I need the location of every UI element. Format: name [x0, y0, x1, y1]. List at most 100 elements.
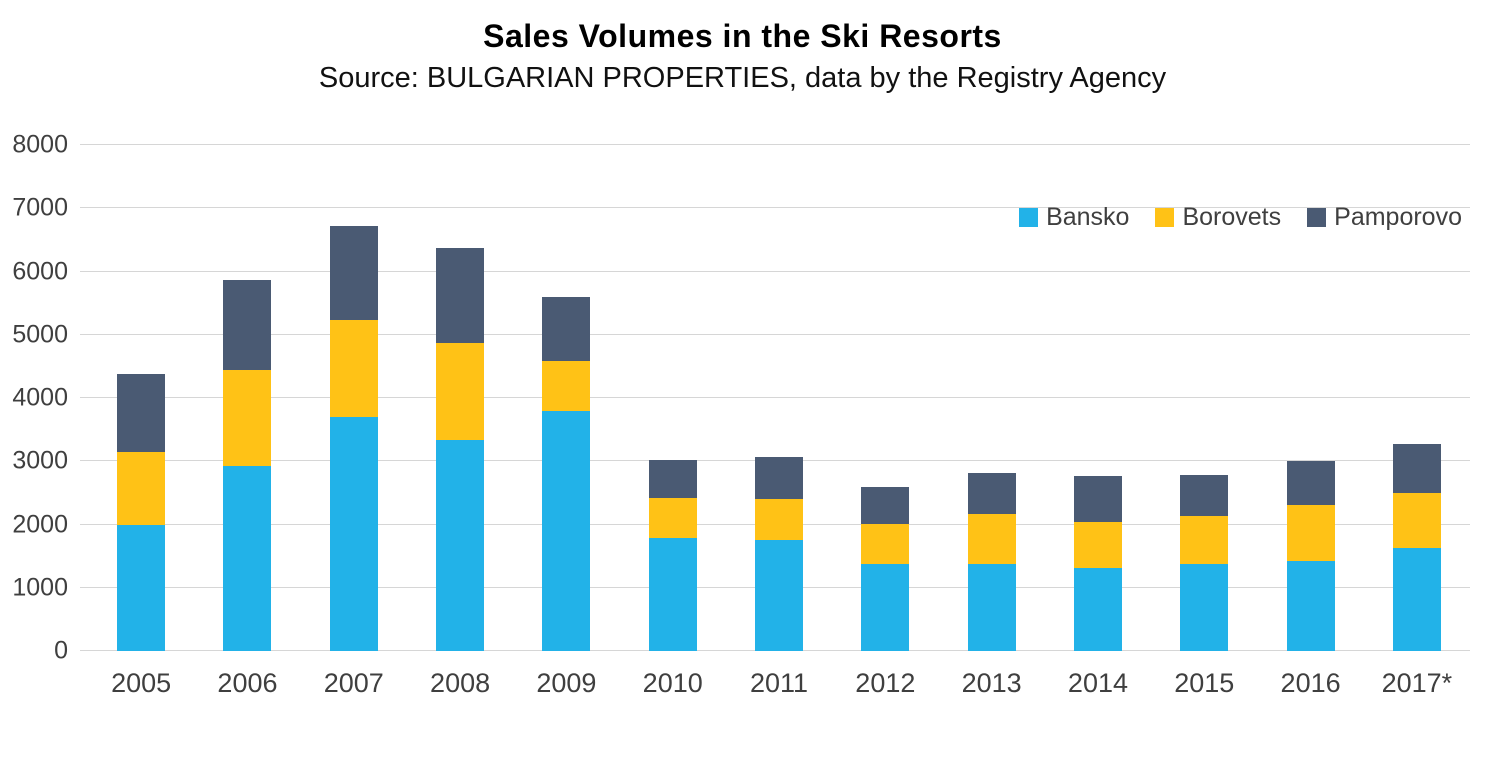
bar-segment-pamporovo [861, 487, 910, 524]
bar-segment-pamporovo [436, 247, 485, 343]
bar-group-2012 [861, 145, 910, 651]
legend-swatch-borovets [1155, 208, 1175, 227]
bar-group-2016 [1286, 145, 1335, 651]
bar-group-2010 [648, 145, 697, 651]
gridline [80, 270, 1470, 272]
gridline [80, 144, 1470, 145]
x-tick-label: 2007 [323, 668, 384, 698]
bar-segment-bansko [436, 440, 485, 651]
bar-segment-bansko [1392, 547, 1441, 651]
bar-group-2008 [436, 145, 485, 651]
bar-segment-borovets [117, 451, 166, 525]
bar-segment-borovets [648, 497, 697, 539]
bar-slot [1045, 145, 1151, 651]
bar-segment-pamporovo [755, 457, 804, 499]
x-tick-label: 2005 [111, 668, 172, 698]
bar-segment-bansko [861, 564, 910, 651]
x-tick-label: 2016 [1280, 668, 1341, 698]
bar-slot [407, 145, 513, 651]
bar-segment-pamporovo [542, 297, 591, 362]
x-tick-label: 2017* [1381, 668, 1453, 698]
y-tick-label: 1000 [12, 573, 68, 602]
y-axis-labels: 0 1000 2000 3000 4000 5000 6000 7000 8000 [0, 131, 78, 665]
bar-segment-pamporovo [1392, 443, 1441, 493]
bar-group-2007 [329, 145, 378, 651]
chart-subtitle: Source: BULGARIAN PROPERTIES, data by th… [318, 62, 1167, 94]
gridline [80, 397, 1470, 398]
bar-segment-pamporovo [967, 473, 1016, 515]
chart-title: Sales Volumes in the Ski Resorts [483, 18, 1002, 54]
y-tick-label: 4000 [12, 383, 68, 412]
bar-segment-borovets [967, 514, 1016, 565]
bar-segment-borovets [755, 498, 804, 540]
bar-group-2013 [967, 145, 1016, 651]
legend-item-bansko: Bansko [1019, 203, 1129, 232]
bar-segment-borovets [1180, 516, 1229, 565]
x-tick-label: 2014 [1067, 668, 1128, 698]
bar-slot [301, 145, 407, 651]
y-tick-label: 2000 [12, 510, 68, 538]
bar-slot [939, 145, 1045, 651]
bar-segment-borovets [329, 320, 378, 417]
legend-swatch-pamporovo [1307, 208, 1327, 227]
bar-slot [832, 145, 938, 651]
legend: Bansko Borovets Pamporovo [1019, 203, 1462, 232]
bar-segment-pamporovo [329, 225, 378, 321]
legend-label: Bansko [1046, 203, 1130, 231]
x-tick-label: 2008 [430, 668, 491, 698]
legend-item-pamporovo: Pamporovo [1307, 203, 1462, 232]
bar-slot [194, 145, 300, 651]
bar-group-2011 [755, 145, 804, 651]
bar-segment-bansko [1286, 561, 1335, 651]
legend-item-borovets: Borovets [1155, 203, 1281, 232]
bar-segment-borovets [1286, 504, 1335, 562]
bar-segment-pamporovo [1286, 461, 1335, 505]
bar-segment-borovets [1392, 492, 1441, 548]
bar-segment-bansko [117, 524, 166, 651]
bar-group-2017 [1392, 145, 1441, 651]
bar-segment-borovets [436, 343, 485, 441]
bar-slot [1364, 145, 1470, 651]
bars-container [88, 145, 1470, 651]
y-tick-label: 8000 [12, 130, 68, 159]
x-tick-label: 2011 [750, 668, 809, 698]
x-tick-label: 2010 [642, 668, 703, 698]
bar-slot [1151, 145, 1257, 651]
bar-group-2015 [1180, 145, 1229, 651]
plot-area: Bansko Borovets Pamporovo [80, 144, 1470, 651]
x-axis-labels: 2005 2006 2007 2008 2009 2010 2011 2012 2013 2014… [88, 668, 1470, 710]
bar-group-2009 [542, 145, 591, 651]
bar-segment-bansko [755, 539, 804, 651]
legend-label: Pamporovo [1334, 203, 1462, 231]
bar-segment-bansko [223, 466, 272, 651]
bar-segment-pamporovo [117, 373, 166, 452]
bar-slot [726, 145, 832, 651]
bar-group-2005 [117, 145, 166, 651]
bar-segment-pamporovo [648, 460, 697, 498]
x-tick-label: 2012 [855, 668, 916, 698]
bar-group-2014 [1073, 145, 1122, 651]
y-tick-label: 7000 [12, 193, 68, 222]
bar-group-2006 [223, 145, 272, 651]
bar-segment-pamporovo [1180, 474, 1229, 517]
y-tick-label: 6000 [12, 257, 68, 285]
bar-segment-borovets [223, 370, 272, 467]
legend-swatch-bansko [1019, 208, 1039, 227]
bar-segment-borovets [861, 523, 910, 565]
bar-slot [513, 145, 619, 651]
x-tick-label: 2013 [961, 668, 1022, 698]
bar-segment-pamporovo [223, 279, 272, 371]
bar-segment-bansko [648, 538, 697, 651]
gridline [80, 333, 1470, 335]
bar-slot [620, 145, 726, 651]
bar-segment-borovets [1073, 521, 1122, 568]
bar-segment-bansko [542, 410, 591, 651]
legend-label: Borovets [1182, 203, 1282, 231]
bar-segment-bansko [329, 416, 378, 651]
y-tick-label: 3000 [12, 446, 68, 475]
x-tick-label: 2015 [1174, 668, 1235, 698]
bar-segment-bansko [967, 564, 1016, 651]
bar-segment-borovets [542, 361, 591, 411]
gridline [80, 207, 1470, 209]
bar-slot [1257, 145, 1363, 651]
